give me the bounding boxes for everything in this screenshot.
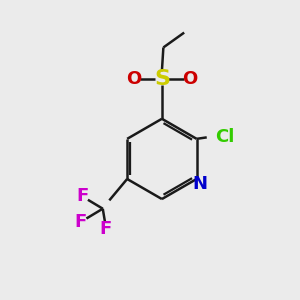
Text: Cl: Cl	[215, 128, 234, 146]
Text: O: O	[182, 70, 198, 88]
Text: F: F	[74, 213, 87, 231]
Text: S: S	[154, 69, 170, 89]
Text: F: F	[100, 220, 112, 238]
Text: O: O	[126, 70, 141, 88]
Text: F: F	[76, 187, 89, 205]
Text: N: N	[193, 175, 208, 193]
